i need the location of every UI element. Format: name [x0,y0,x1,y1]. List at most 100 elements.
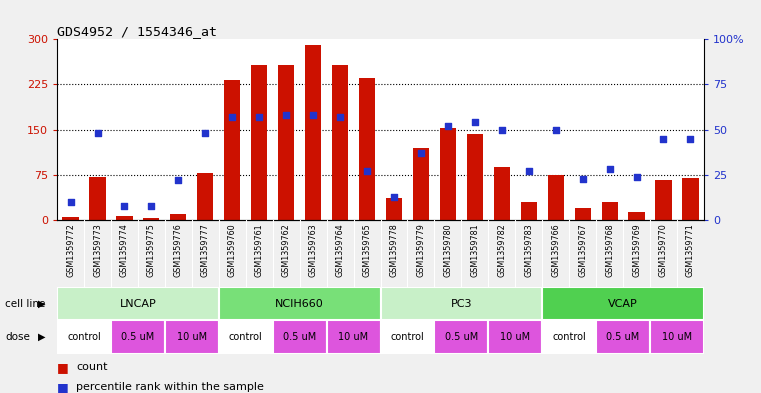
Text: 10 uM: 10 uM [339,332,368,342]
Text: GSM1359766: GSM1359766 [551,223,560,277]
Text: 10 uM: 10 uM [500,332,530,342]
Text: percentile rank within the sample: percentile rank within the sample [76,382,264,392]
Text: GSM1359779: GSM1359779 [416,223,425,277]
Point [145,202,158,209]
Text: GSM1359767: GSM1359767 [578,223,587,277]
Point [172,177,184,184]
Point [226,114,238,120]
Bar [629,212,645,220]
Bar [111,320,165,354]
Text: 10 uM: 10 uM [662,332,692,342]
Text: VCAP: VCAP [608,299,638,309]
Point [442,123,454,129]
Text: 0.5 uM: 0.5 uM [283,332,317,342]
Text: GSM1359764: GSM1359764 [336,223,345,277]
Bar [170,214,186,220]
Bar [57,287,219,320]
Bar [575,208,591,220]
Bar [380,320,435,354]
Text: PC3: PC3 [451,299,472,309]
Text: GSM1359774: GSM1359774 [120,223,129,277]
Text: control: control [552,332,586,342]
Point [388,193,400,200]
Point [495,127,508,133]
Text: GSM1359769: GSM1359769 [632,223,641,277]
Text: GSM1359763: GSM1359763 [309,223,317,277]
Bar [305,45,321,220]
Bar [165,320,219,354]
Bar [521,202,537,220]
Bar [548,175,564,220]
Bar [466,134,483,220]
Bar [251,64,267,220]
Bar [489,320,542,354]
Bar [272,320,326,354]
Bar [440,129,456,220]
Bar [435,320,489,354]
Text: GSM1359777: GSM1359777 [201,223,210,277]
Bar [683,178,699,220]
Point [253,114,266,120]
Text: ▶: ▶ [38,332,46,342]
Text: 0.5 uM: 0.5 uM [607,332,640,342]
Point [334,114,346,120]
Bar [359,79,375,220]
Point [91,130,103,136]
Text: ■: ■ [57,361,68,374]
Bar [412,148,429,220]
Text: 0.5 uM: 0.5 uM [121,332,154,342]
Text: NCIH660: NCIH660 [275,299,324,309]
Point [199,130,212,136]
Point [469,119,481,126]
Text: GDS4952 / 1554346_at: GDS4952 / 1554346_at [57,25,217,38]
Bar [62,217,78,220]
Bar [219,287,380,320]
Point [684,136,696,142]
Text: GSM1359775: GSM1359775 [147,223,156,277]
Text: dose: dose [5,332,30,342]
Bar [116,217,132,220]
Text: control: control [67,332,101,342]
Bar [326,320,380,354]
Text: GSM1359780: GSM1359780 [444,223,452,277]
Point [630,174,642,180]
Bar [278,64,295,220]
Text: GSM1359768: GSM1359768 [605,223,614,277]
Bar [219,320,272,354]
Point [280,112,292,118]
Text: GSM1359773: GSM1359773 [93,223,102,277]
Bar [596,320,650,354]
Bar [650,320,704,354]
Bar [601,202,618,220]
Point [523,168,535,174]
Text: control: control [229,332,263,342]
Point [415,150,427,156]
Text: GSM1359782: GSM1359782 [497,223,506,277]
Text: GSM1359761: GSM1359761 [255,223,264,277]
Text: 0.5 uM: 0.5 uM [444,332,478,342]
Bar [332,65,348,220]
Point [577,175,589,182]
Text: 10 uM: 10 uM [177,332,207,342]
Text: cell line: cell line [5,299,46,309]
Bar [655,180,672,220]
Text: GSM1359783: GSM1359783 [524,223,533,277]
Text: control: control [390,332,425,342]
Bar [224,80,240,220]
Bar [143,218,160,220]
Point [65,199,77,205]
Text: ■: ■ [57,380,68,393]
Text: ▶: ▶ [38,299,46,309]
Bar [380,287,542,320]
Text: GSM1359770: GSM1359770 [659,223,668,277]
Text: GSM1359765: GSM1359765 [362,223,371,277]
Bar [90,177,106,220]
Text: GSM1359760: GSM1359760 [228,223,237,277]
Bar [543,320,596,354]
Text: GSM1359762: GSM1359762 [282,223,291,277]
Point [119,202,131,209]
Text: count: count [76,362,107,373]
Text: GSM1359778: GSM1359778 [390,223,399,277]
Point [603,166,616,173]
Bar [543,287,704,320]
